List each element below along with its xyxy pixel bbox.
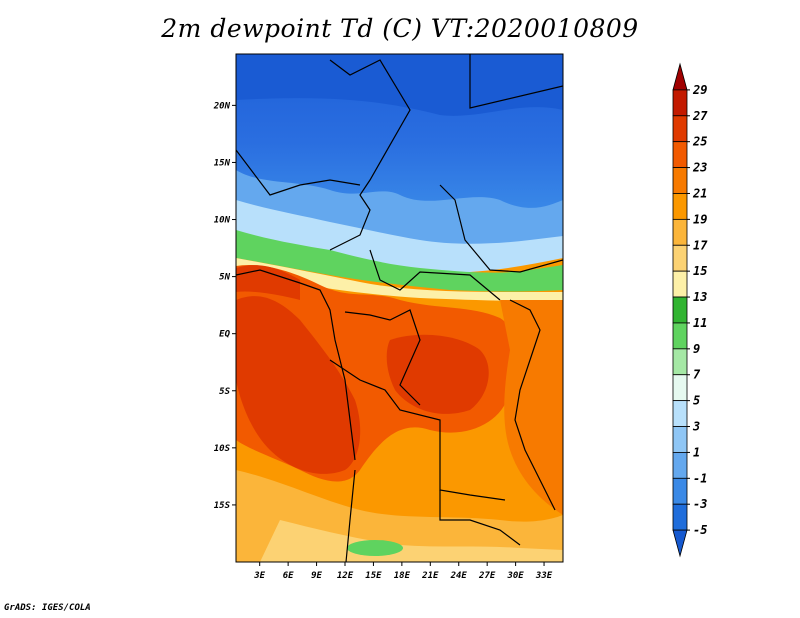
lat-label: 15S	[214, 501, 231, 511]
colorbar-label: 5	[693, 394, 700, 408]
colorbar-swatch	[672, 452, 688, 479]
colorbar-swatch	[672, 89, 688, 117]
grads-credit: GrADS: IGES/COLA	[4, 603, 91, 613]
colorbar-swatch	[672, 244, 688, 272]
latitude-axis: 20N 15N 10N 5N EQ 5S 10S 15S	[213, 101, 236, 511]
colorbar-label: 1	[693, 445, 700, 459]
colorbar-swatch	[672, 193, 688, 220]
colorbar-label: 17	[693, 238, 708, 252]
lon-label: 3E	[253, 571, 265, 581]
map-frame	[235, 53, 564, 563]
lon-label: 21E	[421, 571, 439, 581]
longitude-axis: 3E 6E 9E 12E 15E 18E 21E 24E 27E 30E 33E	[253, 562, 553, 581]
country-borders	[236, 54, 563, 562]
colorbar-swatch	[672, 400, 688, 427]
lat-label: 10S	[214, 444, 231, 454]
colorbar-swatch	[672, 62, 688, 91]
colorbar-label: 13	[693, 290, 707, 304]
lat-label: EQ	[219, 330, 230, 340]
colorbar-label: 25	[692, 135, 707, 149]
colorbar-label: 19	[693, 212, 707, 226]
lon-label: 15E	[365, 571, 382, 581]
colorbar-swatch	[672, 426, 688, 453]
colorbar-swatch	[672, 167, 688, 194]
colorbar-label: 3	[692, 420, 700, 434]
colorbar-label: 27	[692, 109, 708, 123]
lat-label: 15N	[214, 158, 231, 168]
colorbar-label: 15	[693, 264, 707, 278]
colorbar-label: 21	[692, 186, 707, 200]
lon-label: 27E	[478, 571, 496, 581]
colorbar-swatch	[672, 141, 688, 168]
colorbar-label: 23	[692, 161, 707, 175]
lat-label: 10N	[214, 216, 231, 226]
colorbar-label: 9	[693, 342, 700, 356]
colorbar: 29 27 25 23 21 19 17 15 13 11 9 7 5 3 1 -1 -3 -5	[672, 62, 708, 558]
colorbar-label: -1	[693, 471, 707, 485]
colorbar-label: -5	[693, 523, 707, 537]
colorbar-swatch	[672, 115, 688, 143]
lon-label: 33E	[535, 571, 553, 581]
lon-label: 9E	[311, 571, 322, 581]
colorbar-swatch	[672, 296, 688, 324]
colorbar-swatch	[672, 477, 688, 505]
lon-label: 18E	[394, 571, 411, 581]
lat-label: 20N	[213, 101, 231, 111]
colorbar-label: -3	[693, 497, 707, 511]
colorbar-label: 7	[693, 368, 701, 382]
lat-label: 5S	[219, 387, 230, 397]
colorbar-swatch	[672, 374, 688, 402]
lat-label: 5N	[219, 273, 230, 283]
dewpoint-field	[236, 54, 563, 562]
colorbar-swatch	[672, 529, 688, 558]
lon-label: 6E	[283, 571, 294, 581]
colorbar-swatch	[672, 218, 688, 246]
colorbar-label: 29	[692, 83, 707, 97]
colorbar-swatch	[672, 503, 688, 531]
chart-title: 2m dewpoint Td (C) VT:2020010809	[161, 14, 639, 43]
colorbar-label: 11	[693, 316, 707, 330]
lon-label: 30E	[506, 571, 524, 581]
colorbar-swatch	[672, 322, 688, 350]
colorbar-swatch	[672, 270, 688, 298]
lon-label: 24E	[450, 571, 468, 581]
colorbar-swatch	[672, 348, 688, 376]
lon-label: 12E	[337, 571, 354, 581]
